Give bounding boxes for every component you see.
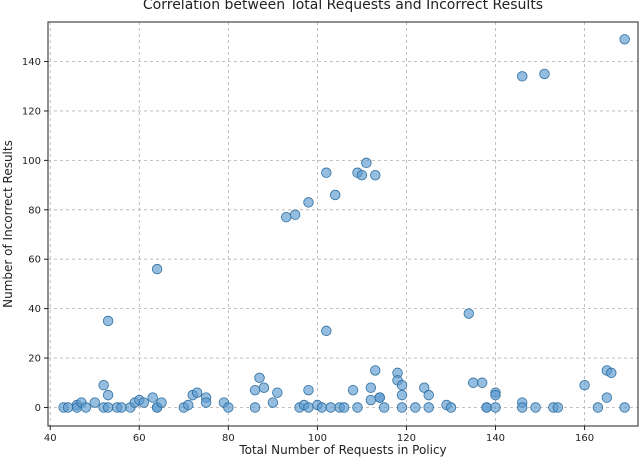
data-point [325,402,336,413]
data-point [374,392,385,403]
x-tick-label: 40 [44,433,57,444]
data-point [601,392,613,403]
data-point [619,402,630,413]
data-point [321,167,332,178]
data-point [102,389,114,401]
data-point [200,397,212,408]
data-point [156,397,167,408]
data-point [410,402,421,413]
data-point [254,372,265,384]
data-point [80,402,92,413]
data-point [396,402,408,413]
y-tick-label: 60 [28,255,41,266]
data-point [530,402,541,413]
plot-frame [47,21,639,427]
data-point [147,392,158,403]
data-point [102,402,114,413]
data-point [249,384,261,396]
data-point [267,397,279,408]
data-point [476,377,488,388]
data-point [303,402,314,413]
data-point [423,402,434,413]
data-point [223,402,234,413]
data-point [98,380,109,391]
data-point [281,212,292,223]
data-point [592,402,604,413]
data-point [552,402,564,413]
data-point [138,397,149,408]
data-point [365,394,377,406]
data-point [330,189,341,201]
data-point [445,402,457,413]
data-point [62,402,74,413]
data-point [116,402,127,413]
x-tick-label: 60 [133,433,146,444]
data-point [272,387,283,398]
data-point [468,377,479,388]
data-point [517,71,528,82]
y-tick-label: 40 [28,304,41,315]
y-tick-label: 120 [22,106,41,117]
x-tick-label: 80 [222,433,235,444]
grid-lines [48,22,638,426]
data-point [370,365,381,376]
data-point [289,209,301,220]
x-tick-label: 140 [486,433,505,444]
x-axis-label: Total Number of Requests in Policy [238,443,446,457]
y-tick-label: 140 [22,57,41,68]
data-point [365,382,377,393]
data-point [151,263,163,275]
data-point [249,402,261,413]
data-point [352,402,363,413]
y-tick-label: 100 [22,156,41,167]
data-point [102,315,114,327]
data-point [481,402,492,413]
data-point [258,382,270,393]
data-point [370,169,381,181]
data-point [303,197,314,208]
data-point [303,384,314,396]
y-axis-ticks: 0 20 40 60 80 100 120 140 [22,57,48,414]
data-point [321,325,332,337]
data-points [58,34,630,413]
data-point [338,402,350,413]
y-tick-label: 80 [28,205,41,216]
x-axis-ticks: 40 60 80 100 120 140 160 [44,426,594,444]
data-point [539,68,550,80]
data-point [396,380,408,391]
data-point [89,397,100,408]
data-point [191,387,203,398]
data-point [378,402,390,413]
x-tick-label: 160 [575,433,594,444]
x-tick-label: 120 [397,433,416,444]
data-point [347,384,359,396]
data-point [183,399,194,411]
data-point [463,308,474,319]
x-tick-label: 100 [308,433,327,444]
data-point [490,402,501,413]
data-point [356,169,368,181]
data-point [517,402,528,413]
data-point [361,157,372,169]
y-tick-label: 20 [28,354,41,365]
data-point [396,389,408,401]
data-point [490,389,501,401]
data-point [619,34,630,45]
data-point [423,389,434,401]
y-tick-label: 0 [35,403,41,414]
chart-title: Correlation between Total Requests and I… [143,0,543,13]
data-point [579,380,590,391]
data-point [606,367,617,379]
data-point [316,402,328,413]
y-axis-label: Number of Incorrect Results [1,140,15,308]
